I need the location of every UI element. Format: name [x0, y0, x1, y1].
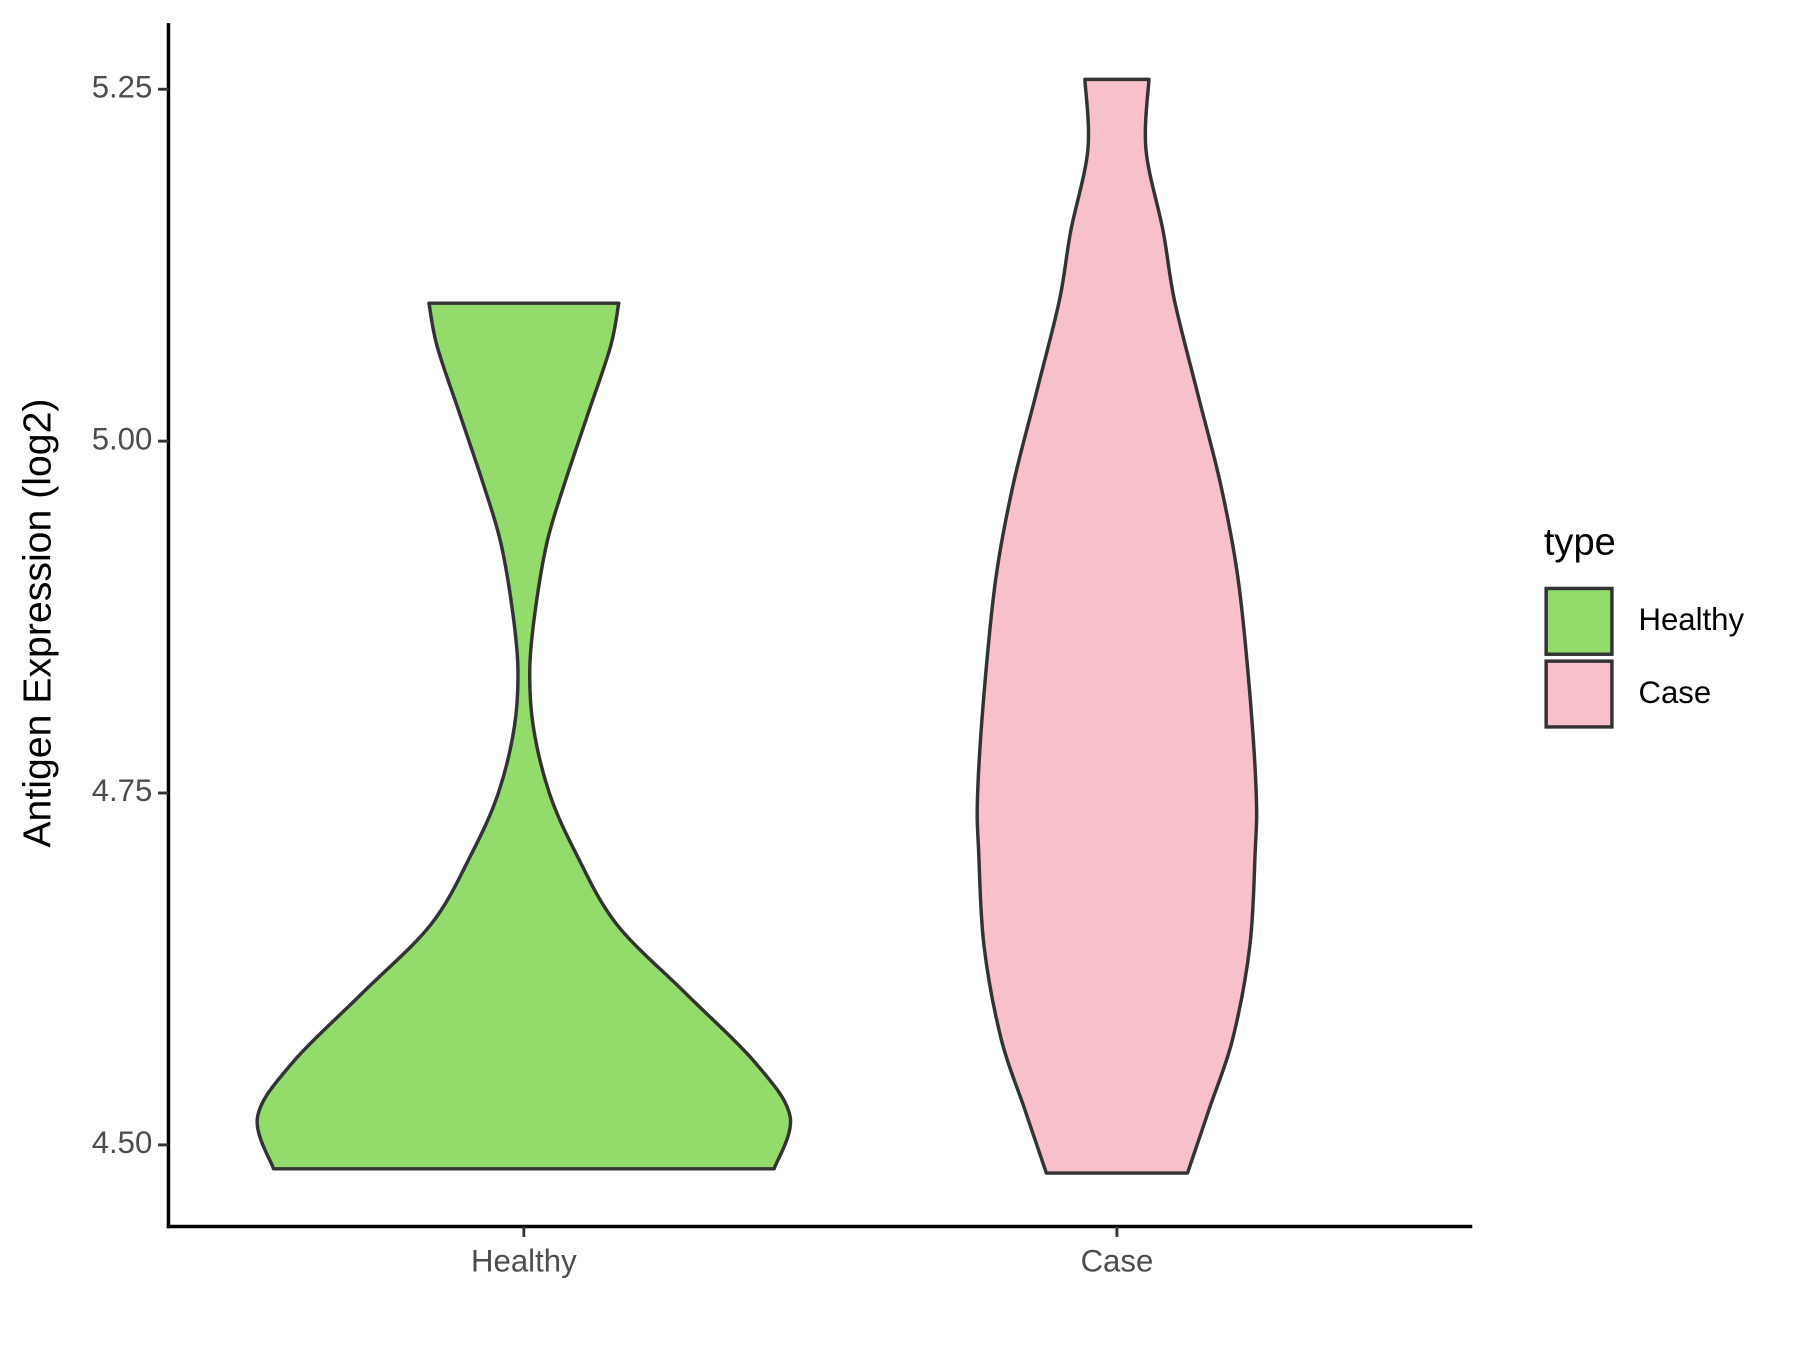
- y-tick-label: 5.25: [92, 69, 153, 104]
- x-tick-label: Healthy: [471, 1244, 577, 1279]
- y-axis-label: Antigen Expression (log2): [16, 399, 60, 848]
- x-tick-label: Case: [1081, 1244, 1154, 1279]
- legend-title: type: [1544, 522, 1616, 564]
- violin: [255, 301, 793, 1171]
- y-tick-label: 5.00: [92, 421, 153, 456]
- violin: [975, 77, 1259, 1175]
- legend-label: Case: [1638, 675, 1711, 710]
- y-tick-label: 4.50: [92, 1125, 153, 1160]
- legend-label: Healthy: [1638, 602, 1744, 637]
- legend-key: [1544, 659, 1614, 729]
- legend-key: [1544, 586, 1614, 656]
- y-tick-label: 4.75: [92, 773, 153, 808]
